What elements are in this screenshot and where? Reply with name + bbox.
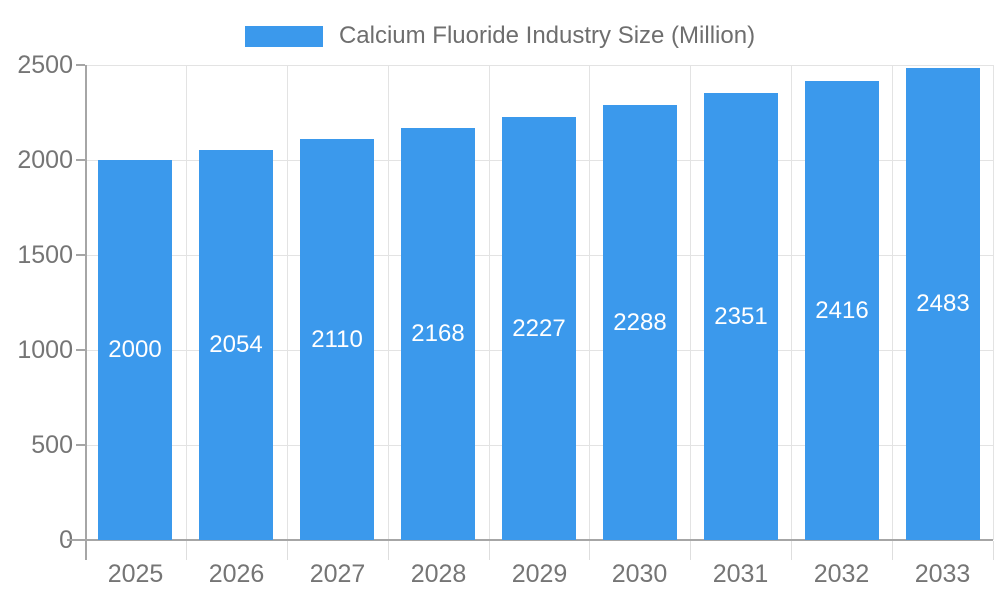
x-axis-tick (589, 541, 590, 560)
bar-value-label: 2168 (411, 320, 465, 347)
legend-item[interactable]: Calcium Fluoride Industry Size (Million) (0, 22, 1000, 50)
x-tick-label: 2026 (208, 560, 265, 588)
bar[interactable] (906, 68, 980, 540)
bar[interactable] (300, 139, 374, 540)
vertical-gridline (489, 65, 490, 540)
legend-label: Calcium Fluoride Industry Size (Million) (338, 22, 756, 49)
bar[interactable] (704, 93, 778, 540)
bar-value-label: 2000 (108, 336, 162, 363)
x-axis-tick (489, 541, 490, 560)
x-tick-label: 2028 (410, 560, 467, 588)
y-axis-tick (76, 444, 85, 446)
x-axis-tick (186, 541, 187, 560)
x-tick-label: 2033 (914, 560, 971, 588)
vertical-gridline (186, 65, 187, 540)
y-axis-line (85, 65, 87, 560)
vertical-gridline (287, 65, 288, 540)
x-axis-tick (388, 541, 389, 560)
vertical-gridline (993, 65, 994, 540)
horizontal-gridline (86, 65, 993, 66)
y-tick-label: 2500 (17, 51, 73, 79)
y-tick-label: 0 (3, 526, 73, 554)
y-axis-tick (76, 159, 85, 161)
vertical-gridline (589, 65, 590, 540)
bar[interactable] (805, 81, 879, 540)
x-tick-label: 2029 (511, 560, 568, 588)
x-axis-tick (892, 541, 893, 560)
bar-value-label: 2227 (512, 315, 566, 342)
y-tick-label: 1000 (17, 336, 73, 364)
x-axis-tick (993, 541, 994, 560)
y-tick-label: 1500 (17, 241, 73, 269)
bar-value-label: 2351 (714, 303, 768, 330)
bar-value-label: 2110 (311, 326, 363, 353)
vertical-gridline (388, 65, 389, 540)
bar-value-label: 2054 (209, 331, 263, 358)
vertical-gridline (690, 65, 691, 540)
x-tick-label: 2027 (309, 560, 366, 588)
y-tick-label: 500 (31, 431, 73, 459)
x-tick-label: 2031 (712, 560, 769, 588)
x-axis-tick (791, 541, 792, 560)
bar-value-label: 2483 (916, 290, 970, 317)
x-tick-label: 2032 (813, 560, 870, 588)
bar-value-label: 2416 (815, 297, 869, 324)
x-tick-label: 2030 (611, 560, 668, 588)
vertical-gridline (791, 65, 792, 540)
x-axis-tick (287, 541, 288, 560)
bar[interactable] (98, 160, 172, 540)
vertical-gridline (892, 65, 893, 540)
y-tick-label: 2000 (17, 146, 73, 174)
bar[interactable] (401, 128, 475, 540)
x-axis-line (67, 539, 993, 541)
bar-value-label: 2288 (613, 309, 667, 336)
y-axis-tick (76, 254, 85, 256)
bar[interactable] (199, 150, 273, 540)
x-tick-label: 2025 (107, 560, 164, 588)
bar[interactable] (502, 117, 576, 540)
legend-swatch-icon (244, 25, 323, 47)
x-axis-tick (690, 541, 691, 560)
y-axis-tick (76, 64, 85, 66)
bar[interactable] (603, 105, 677, 540)
y-axis-tick (76, 349, 85, 351)
